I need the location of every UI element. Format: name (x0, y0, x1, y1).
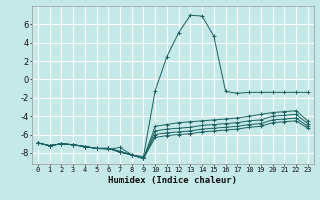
X-axis label: Humidex (Indice chaleur): Humidex (Indice chaleur) (108, 176, 237, 185)
